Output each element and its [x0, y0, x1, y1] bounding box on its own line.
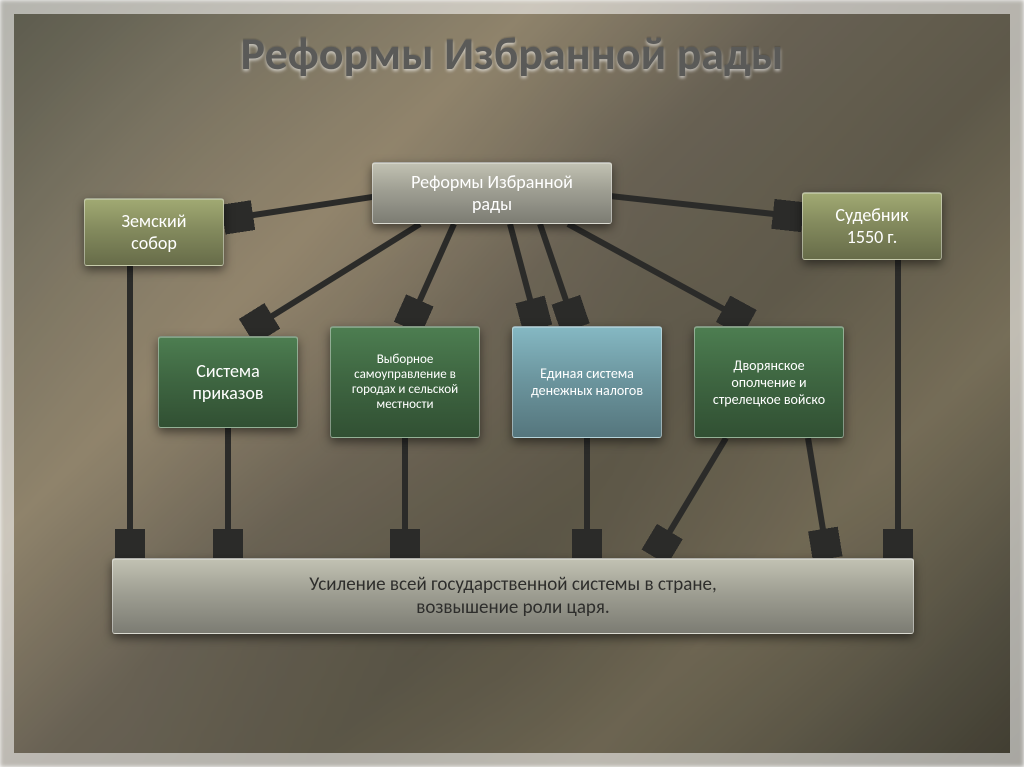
- nalog-label: Единая система денежных налогов: [523, 365, 651, 399]
- zemsky-label: Земский собор: [122, 210, 187, 254]
- sudebnik-box: Судебник 1550 г.: [802, 192, 942, 260]
- diagram-stage: Реформы Избранной рады Реформы Избранной…: [0, 0, 1024, 767]
- prikaz-label: Система приказов: [193, 360, 264, 404]
- nalog-box: Единая система денежных налогов: [512, 326, 662, 438]
- slide-title: Реформы Избранной рады: [0, 26, 1024, 82]
- vybor-box: Выборное самоуправление в городах и сель…: [330, 326, 480, 438]
- result-box: Усиление всей государственной системы в …: [112, 558, 914, 634]
- vybor-label: Выборное самоуправление в городах и сель…: [341, 352, 469, 412]
- result-label: Усиление всей государственной системы в …: [309, 573, 716, 619]
- voisko-box: Дворянское ополчение и стрелецкое войско: [694, 326, 844, 438]
- zemsky-box: Земский собор: [84, 198, 224, 266]
- prikaz-box: Система приказов: [158, 336, 298, 428]
- voisko-label: Дворянское ополчение и стрелецкое войско: [705, 357, 833, 408]
- root-box: Реформы Избранной рады: [372, 162, 612, 224]
- sudeb-label: Судебник 1550 г.: [835, 204, 908, 248]
- root-label: Реформы Избранной рады: [411, 171, 573, 215]
